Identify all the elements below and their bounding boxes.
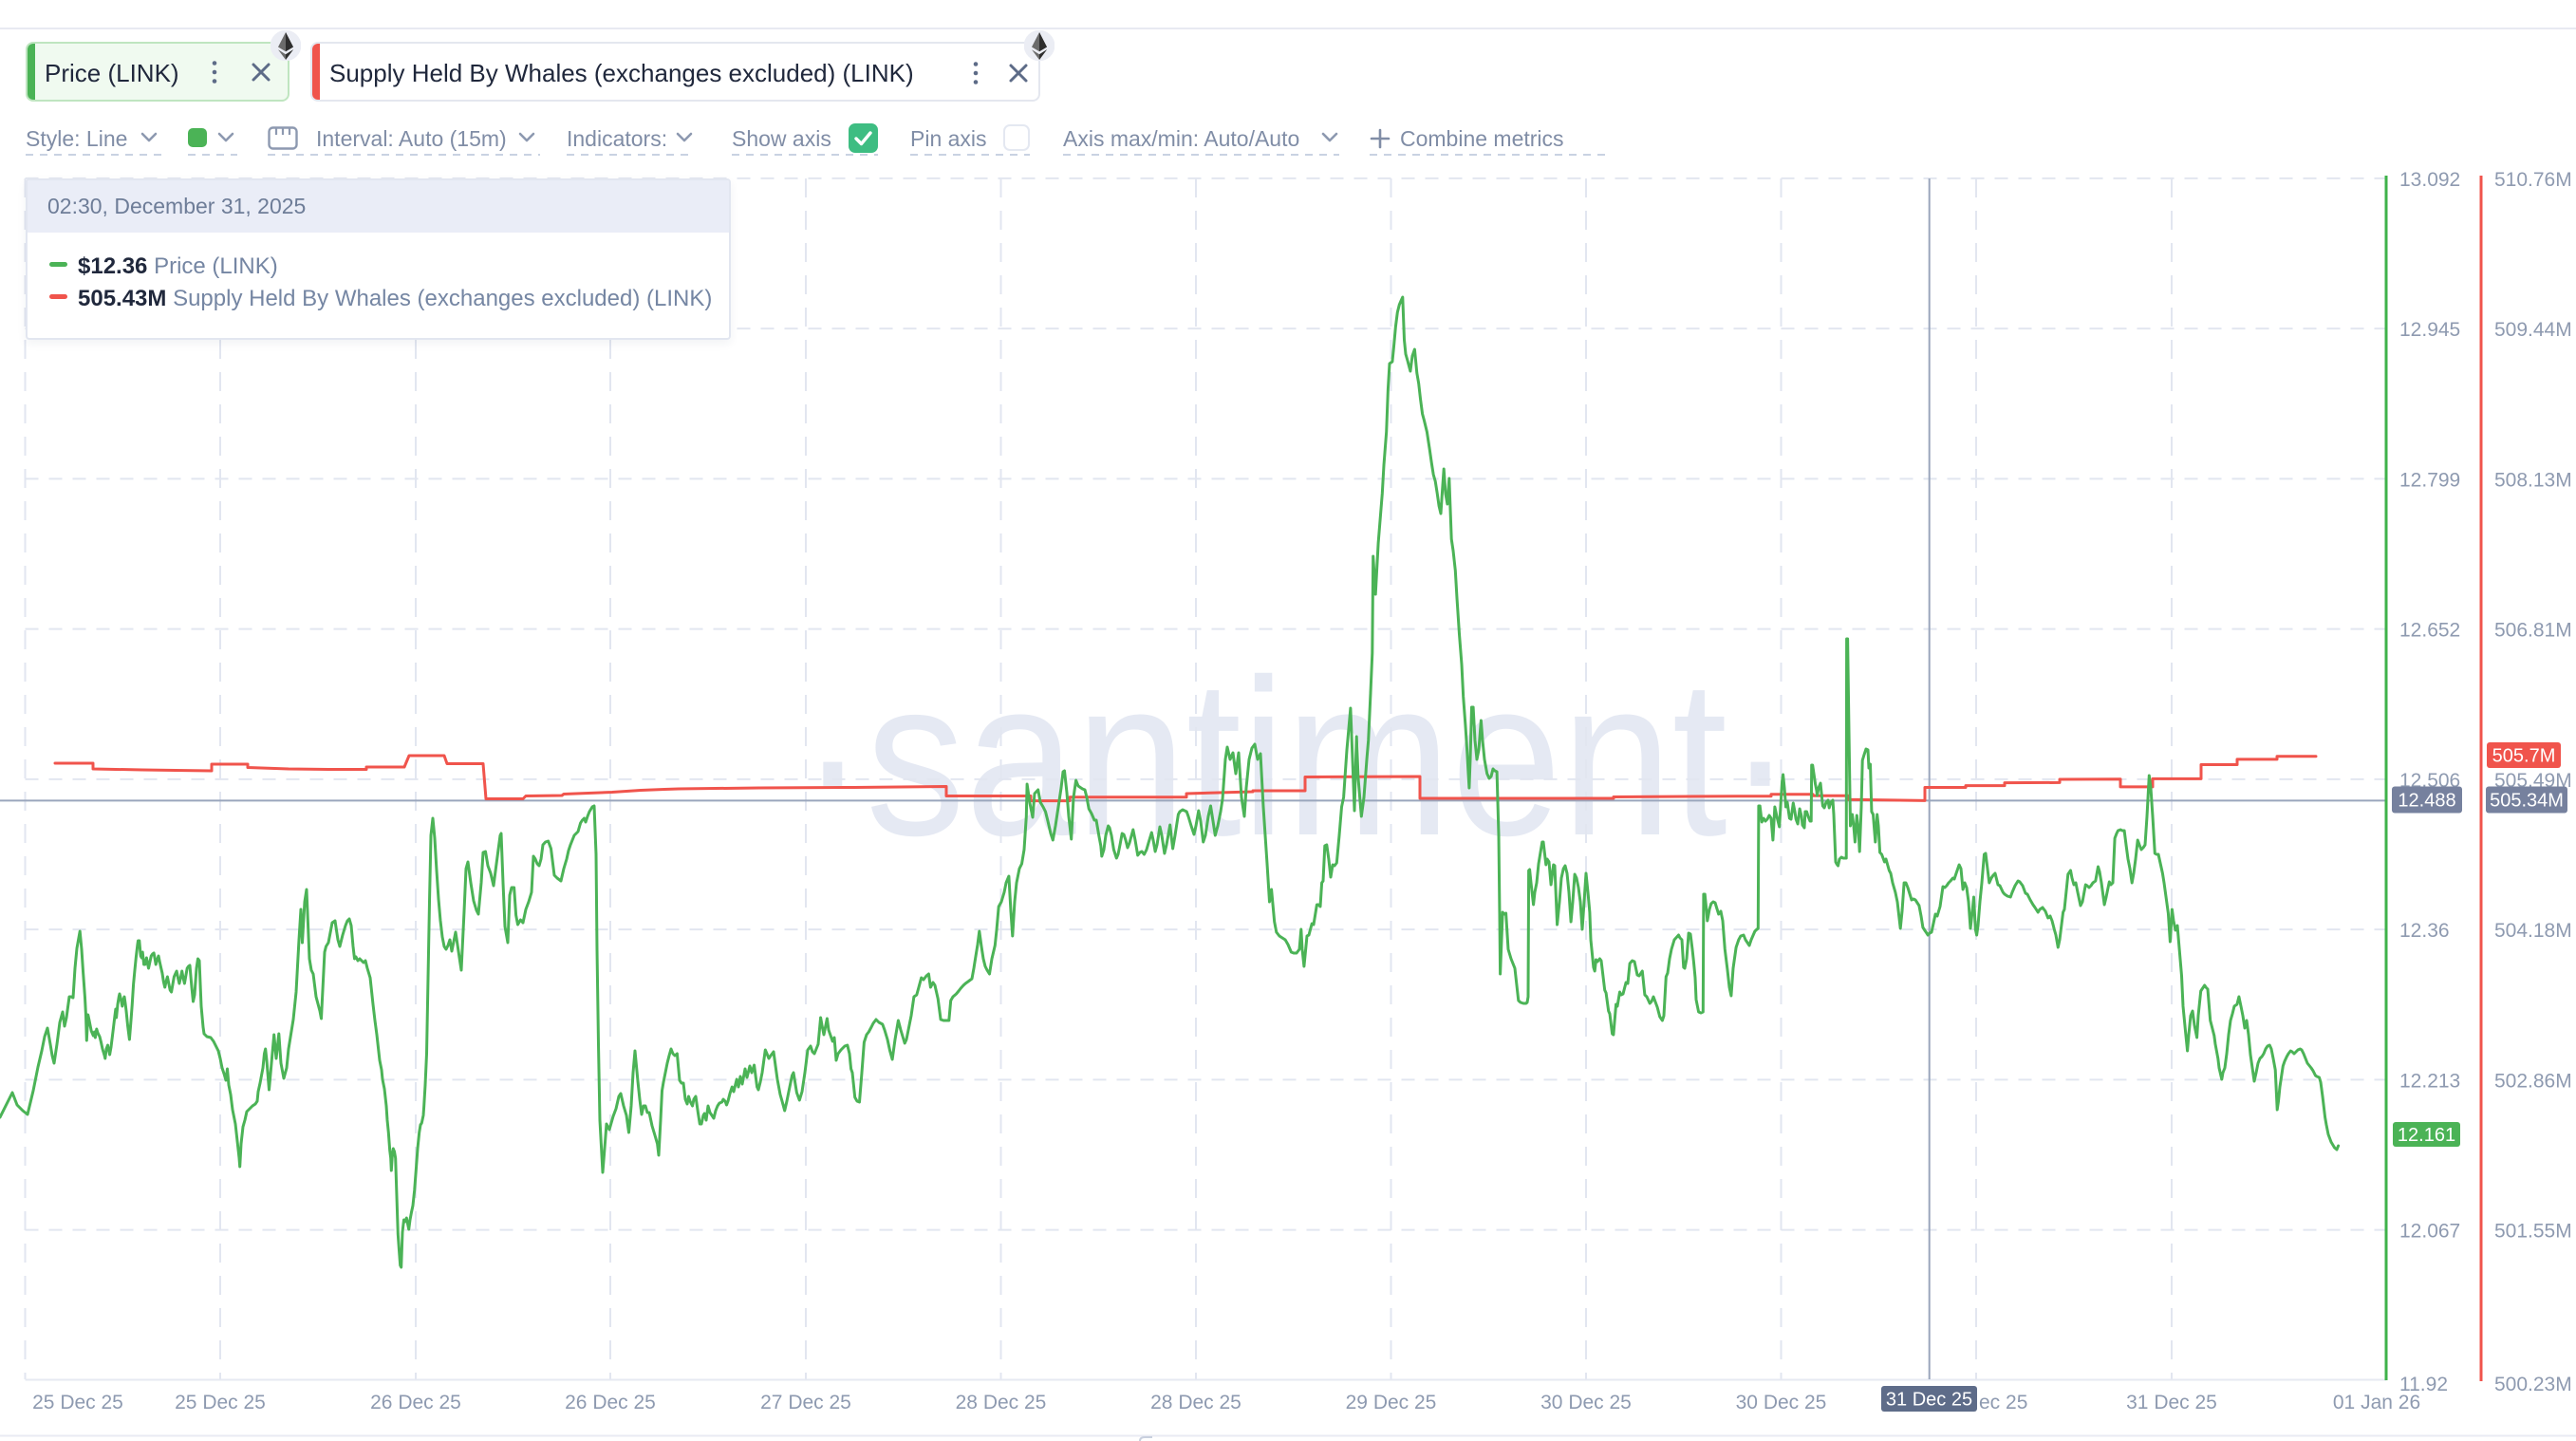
svg-text:13.092: 13.092 bbox=[2399, 169, 2460, 191]
svg-text:506.81M: 506.81M bbox=[2494, 620, 2572, 642]
svg-text:12.067: 12.067 bbox=[2399, 1221, 2460, 1243]
svg-text:501.55M: 501.55M bbox=[2494, 1221, 2572, 1243]
svg-text:12.799: 12.799 bbox=[2399, 469, 2460, 491]
svg-text:31 Dec 25: 31 Dec 25 bbox=[2126, 1392, 2217, 1413]
svg-text:11.92: 11.92 bbox=[2399, 1374, 2448, 1395]
svg-text:12.945: 12.945 bbox=[2399, 319, 2460, 341]
svg-text:508.13M: 508.13M bbox=[2494, 469, 2572, 491]
svg-text:28 Dec 25: 28 Dec 25 bbox=[956, 1392, 1047, 1413]
svg-text:12.652: 12.652 bbox=[2399, 620, 2460, 642]
svg-text:505.7M: 505.7M bbox=[2492, 746, 2556, 767]
svg-text:12.213: 12.213 bbox=[2399, 1070, 2460, 1092]
svg-text:ec 25: ec 25 bbox=[1979, 1392, 2027, 1413]
svg-text:26 Dec 25: 26 Dec 25 bbox=[370, 1392, 461, 1413]
svg-text:30 Dec 25: 30 Dec 25 bbox=[1736, 1392, 1827, 1413]
svg-text:12.506: 12.506 bbox=[2399, 770, 2460, 792]
svg-text:12.488: 12.488 bbox=[2398, 791, 2455, 812]
svg-text:504.18M: 504.18M bbox=[2494, 920, 2572, 942]
svg-text:510.76M: 510.76M bbox=[2494, 169, 2572, 191]
svg-text:25 Dec 25: 25 Dec 25 bbox=[175, 1392, 266, 1413]
svg-text:502.86M: 502.86M bbox=[2494, 1070, 2572, 1092]
svg-text:505.49M: 505.49M bbox=[2494, 770, 2572, 792]
svg-text:12.161: 12.161 bbox=[2398, 1125, 2455, 1146]
svg-text:26 Dec 25: 26 Dec 25 bbox=[565, 1392, 656, 1413]
svg-text:27 Dec 25: 27 Dec 25 bbox=[760, 1392, 851, 1413]
svg-text:505.34M: 505.34M bbox=[2490, 791, 2564, 812]
svg-text:12.36: 12.36 bbox=[2399, 920, 2450, 942]
svg-text:25 Dec 25: 25 Dec 25 bbox=[32, 1392, 123, 1413]
svg-text:·santiment·: ·santiment· bbox=[800, 632, 1794, 882]
svg-text:31 Dec 25: 31 Dec 25 bbox=[1886, 1390, 1972, 1411]
svg-text:28 Dec 25: 28 Dec 25 bbox=[1150, 1392, 1241, 1413]
svg-text:01 Jan 26: 01 Jan 26 bbox=[2333, 1392, 2420, 1413]
svg-text:30 Dec 25: 30 Dec 25 bbox=[1540, 1392, 1632, 1413]
svg-text:500.23M: 500.23M bbox=[2494, 1374, 2572, 1395]
svg-text:29 Dec 25: 29 Dec 25 bbox=[1346, 1392, 1437, 1413]
svg-text:509.44M: 509.44M bbox=[2494, 319, 2572, 341]
